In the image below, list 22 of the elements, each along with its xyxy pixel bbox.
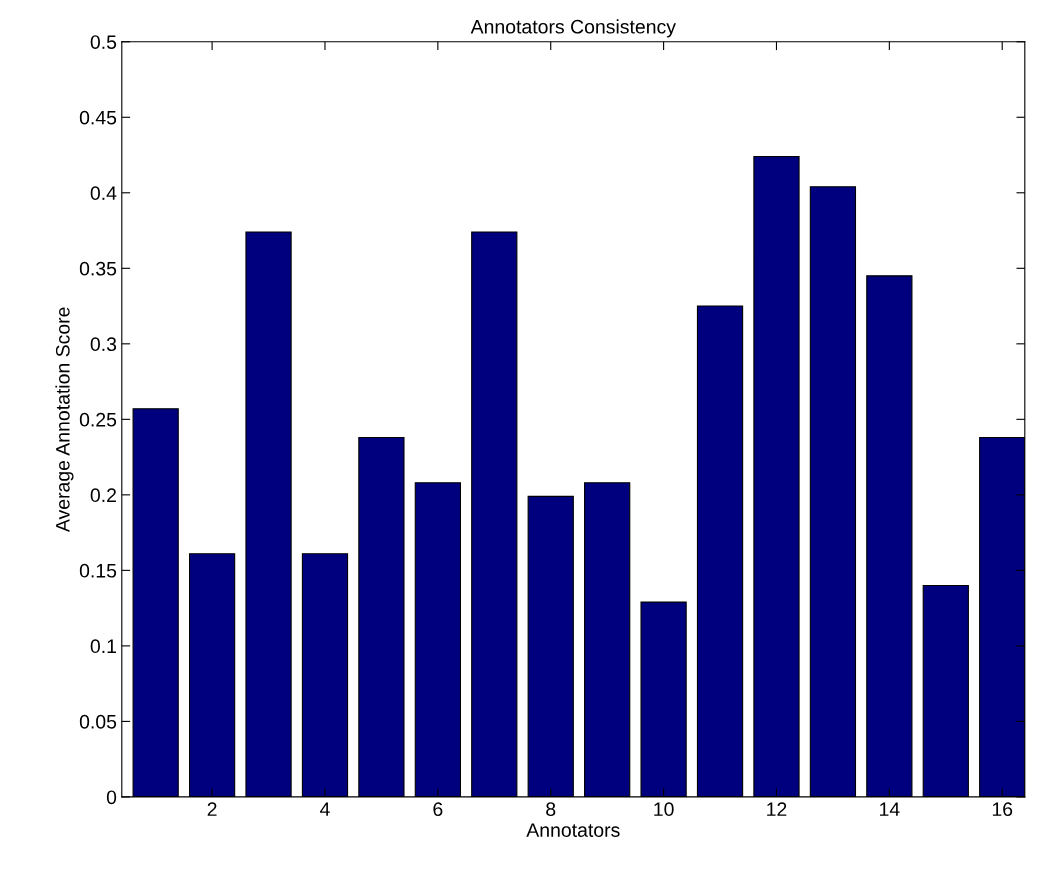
- y-tick-label: 0.1: [90, 639, 116, 654]
- x-tick-label: 12: [767, 802, 787, 816]
- y-tick-label: 0.3: [90, 337, 117, 352]
- x-tick-label: 2: [207, 802, 217, 816]
- x-tick-label: 4: [320, 802, 330, 816]
- y-tick-label: 0.5: [90, 35, 117, 49]
- y-tick-label: 0.35: [79, 261, 117, 276]
- y-tick-label: 0.45: [79, 110, 117, 125]
- y-tick-label: 0.25: [79, 412, 117, 427]
- x-axis-title: Annotators: [526, 823, 620, 837]
- x-tick-label: 14: [880, 802, 900, 816]
- y-tick-label: 0.15: [79, 563, 117, 578]
- chart-title: Annotators Consistency: [470, 19, 676, 38]
- y-tick-label: 0.4: [90, 186, 117, 201]
- y-tick-label: 0.05: [79, 714, 117, 729]
- x-tick-label: 16: [992, 802, 1013, 817]
- y-tick-label: 0.2: [90, 488, 116, 503]
- y-tick-label: 0: [106, 790, 117, 805]
- x-tick-label: 10: [654, 802, 674, 817]
- x-tick-label: 6: [433, 802, 443, 817]
- x-tick-label: 8: [546, 802, 556, 817]
- y-axis-title: Average Annotation Score: [55, 307, 74, 533]
